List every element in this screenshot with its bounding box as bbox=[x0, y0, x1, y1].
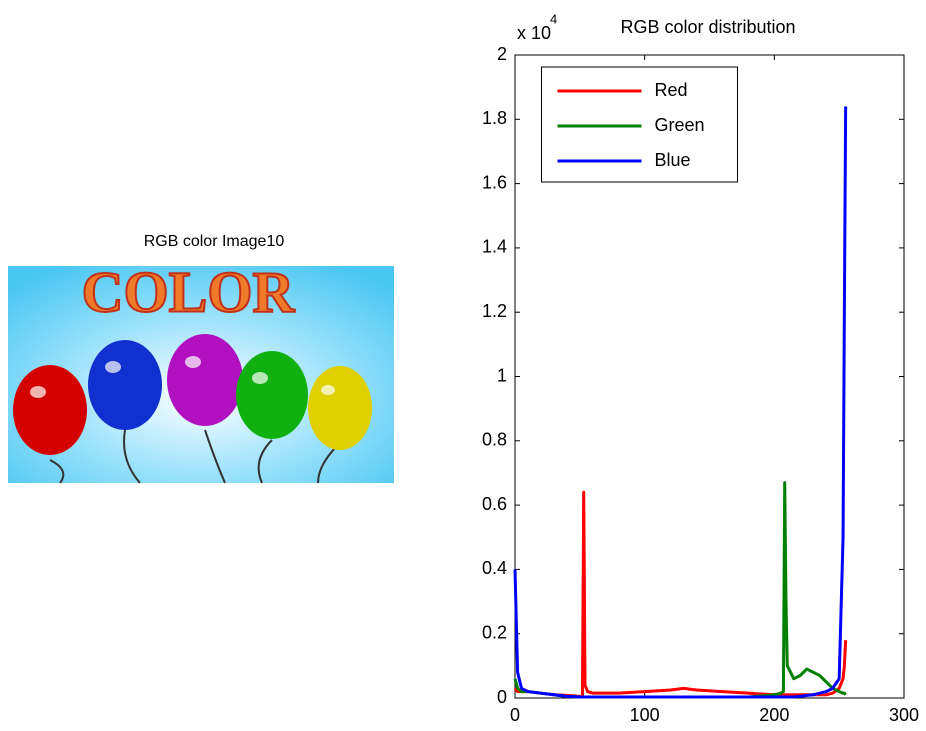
x-tick-label: 300 bbox=[889, 705, 919, 725]
y-tick-label: 1.8 bbox=[482, 108, 507, 128]
y-tick-label: 0.4 bbox=[482, 558, 507, 578]
y-tick-label: 0 bbox=[497, 687, 507, 707]
x-tick-label: 200 bbox=[759, 705, 789, 725]
y-tick-label: 0.2 bbox=[482, 622, 507, 642]
image-title: RGB color Image10 bbox=[144, 233, 285, 250]
data-line bbox=[513, 481, 847, 699]
y-tick-label: 1.4 bbox=[482, 237, 507, 257]
y-tick-label: 2 bbox=[497, 44, 507, 64]
y-tick-label: 1.6 bbox=[482, 172, 507, 192]
chart-title: RGB color distribution bbox=[620, 17, 795, 37]
legend-label: Red bbox=[655, 80, 688, 100]
image-text: COLOR bbox=[82, 259, 296, 324]
balloon bbox=[236, 351, 308, 439]
y-multiplier: x 10 bbox=[517, 23, 551, 43]
y-tick-label: 1.2 bbox=[482, 301, 507, 321]
balloon bbox=[88, 340, 162, 430]
data-line bbox=[513, 490, 848, 698]
legend-label: Green bbox=[655, 115, 705, 135]
strings bbox=[49, 429, 339, 484]
data-line bbox=[513, 106, 848, 699]
y-tick-label: 1 bbox=[497, 365, 507, 385]
x-tick-label: 100 bbox=[630, 705, 660, 725]
x-tick-label: 0 bbox=[510, 705, 520, 725]
y-multiplier-power: 4 bbox=[550, 11, 557, 26]
balloon bbox=[167, 334, 243, 426]
balloon bbox=[308, 366, 372, 450]
y-tick-label: 0.6 bbox=[482, 494, 507, 514]
balloon bbox=[13, 365, 87, 455]
y-tick-label: 0.8 bbox=[482, 430, 507, 450]
image: COLOR bbox=[8, 258, 394, 484]
legend-label: Blue bbox=[655, 150, 691, 170]
